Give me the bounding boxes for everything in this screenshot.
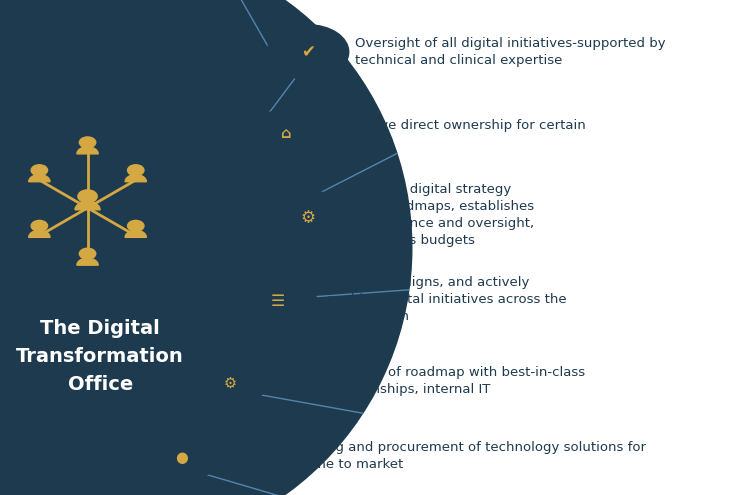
Circle shape: [146, 434, 217, 482]
Text: ☰: ☰: [271, 295, 286, 309]
Wedge shape: [125, 175, 146, 182]
Circle shape: [31, 165, 47, 176]
Circle shape: [194, 360, 266, 407]
Wedge shape: [29, 175, 50, 182]
Text: ✔: ✔: [301, 43, 315, 61]
Text: ●: ●: [175, 450, 188, 465]
Text: Implementation of roadmap with best-in-class
vendor relationships, internal IT: Implementation of roadmap with best-in-c…: [278, 366, 585, 396]
Circle shape: [128, 165, 144, 176]
Text: ⚙: ⚙: [301, 209, 315, 227]
Circle shape: [79, 248, 96, 259]
Circle shape: [267, 191, 349, 245]
Circle shape: [128, 220, 144, 231]
Text: Oversight of all digital initiatives-supported by
technical and clinical experti: Oversight of all digital initiatives-sup…: [355, 37, 666, 67]
Text: ⌂: ⌂: [280, 126, 291, 141]
Circle shape: [240, 276, 317, 328]
Text: Defines digital strategy
and roadmaps, establishes
governance and oversight,
man: Defines digital strategy and roadmaps, e…: [355, 183, 533, 248]
Circle shape: [250, 110, 321, 157]
Text: May have direct ownership for certain
functions: May have direct ownership for certain fu…: [332, 119, 586, 148]
Wedge shape: [29, 230, 50, 238]
Text: The Digital
Transformation
Office: The Digital Transformation Office: [16, 319, 184, 394]
Wedge shape: [77, 258, 98, 265]
Circle shape: [78, 190, 97, 203]
Wedge shape: [125, 230, 146, 238]
Text: Manage sourcing and procurement of technology solutions for
speed and time to ma: Manage sourcing and procurement of techn…: [230, 442, 646, 471]
Wedge shape: [77, 147, 98, 154]
Circle shape: [79, 137, 96, 148]
Text: Prioritizes, aligns, and actively
enables digital initiatives across the
organiz: Prioritizes, aligns, and actively enable…: [326, 276, 567, 323]
Circle shape: [267, 25, 349, 79]
Text: ⚙: ⚙: [223, 376, 237, 391]
Ellipse shape: [0, 0, 412, 495]
Circle shape: [31, 220, 47, 231]
Wedge shape: [75, 201, 100, 210]
